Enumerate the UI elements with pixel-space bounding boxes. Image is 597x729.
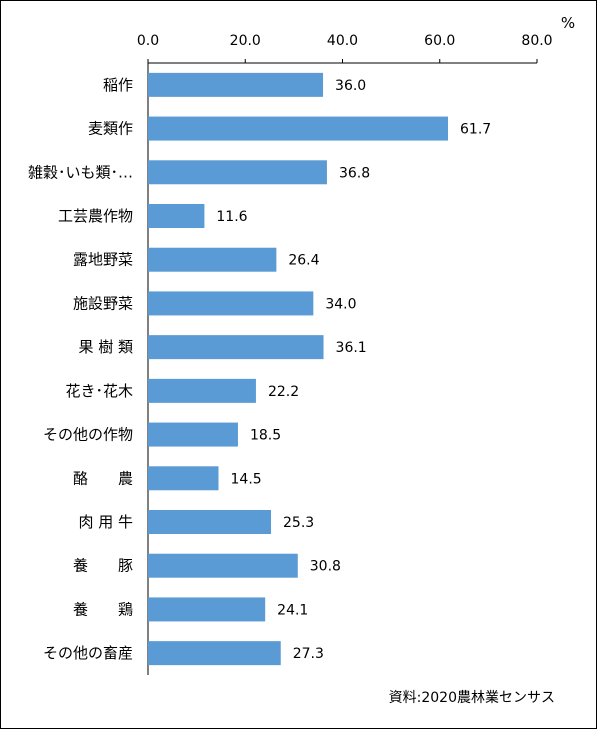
- data-label: 34.0: [325, 296, 356, 312]
- bar: [148, 204, 205, 228]
- bar: [148, 597, 266, 622]
- bar: [148, 160, 327, 185]
- category-label: 麦類作: [88, 120, 133, 138]
- bar: [148, 72, 324, 97]
- x-axis-ticks: 0.0 20.0 40.0 60.0 80.0: [137, 33, 553, 63]
- bar: [148, 247, 277, 272]
- x-tick-label: 40.0: [327, 33, 358, 49]
- data-label: 24.1: [277, 602, 308, 618]
- bar: [148, 510, 272, 534]
- data-label: 30.8: [310, 559, 341, 575]
- x-tick-label: 60.0: [424, 33, 455, 49]
- category-label: 工芸農作物: [58, 207, 133, 225]
- data-label: 36.8: [339, 165, 370, 181]
- x-tick-label: 20.0: [230, 33, 261, 49]
- x-tick-label: 0.0: [137, 33, 159, 49]
- bar: [148, 553, 298, 578]
- bar: [148, 116, 449, 141]
- category-label: 施設野菜: [73, 294, 133, 312]
- bar: [148, 291, 314, 316]
- bar: [148, 422, 238, 447]
- bar: [148, 641, 281, 666]
- category-label: 果 樹 類: [78, 338, 133, 356]
- data-label: 11.6: [216, 209, 247, 225]
- unit-label: %: [561, 14, 575, 32]
- category-label: 露地野菜: [73, 251, 133, 269]
- x-tick-label: 80.0: [521, 33, 552, 49]
- data-label: 36.0: [335, 78, 366, 94]
- bar: [148, 335, 324, 360]
- data-label: 36.1: [336, 340, 367, 356]
- bar: [148, 378, 256, 403]
- data-label: 25.3: [283, 515, 314, 531]
- category-label: 養 豚: [73, 557, 133, 575]
- category-label: 雑穀･いも類･…: [28, 163, 133, 181]
- data-label: 18.5: [250, 428, 281, 444]
- category-label: 養 鶏: [73, 600, 133, 618]
- source-note: 資料:2020農林業センサス: [389, 690, 555, 706]
- data-label: 61.7: [460, 122, 491, 138]
- category-label: 花き･花木: [65, 382, 133, 400]
- category-label: その他の作物: [43, 426, 133, 444]
- data-label: 26.4: [288, 253, 319, 269]
- category-label: 酪 農: [73, 469, 133, 487]
- category-label: その他の畜産: [43, 644, 133, 662]
- data-label: 14.5: [231, 471, 262, 487]
- category-label: 肉 用 牛: [78, 513, 133, 531]
- bar: [148, 466, 219, 491]
- data-label: 27.3: [293, 646, 324, 662]
- data-label: 22.2: [268, 384, 299, 400]
- category-label: 稲作: [103, 76, 133, 94]
- bars-group: 稲作 36.0 麦類作 61.7 雑穀･いも類･… 36.8 工芸農作物 11.6 露地野菜 26…: [28, 72, 491, 666]
